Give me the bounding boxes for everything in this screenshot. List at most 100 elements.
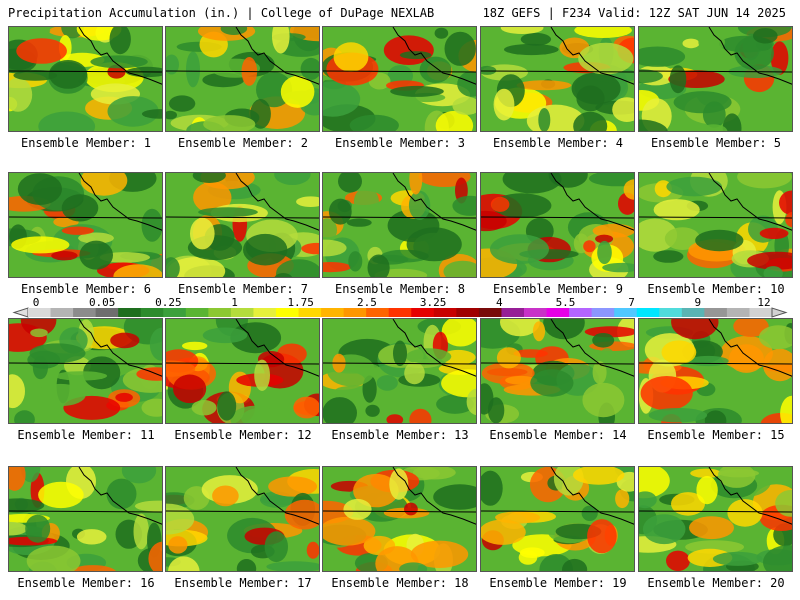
colorbar-right-arrow	[771, 307, 788, 318]
ensemble-member-map	[8, 318, 163, 424]
coastline	[235, 27, 319, 85]
colorbar-swatch	[28, 308, 52, 317]
colorbar-left-arrow	[12, 307, 29, 318]
coastline	[708, 467, 792, 525]
colorbar-tick-label: 2.5	[357, 296, 377, 309]
ensemble-member-map	[638, 26, 793, 132]
precipitation-field	[639, 319, 792, 423]
ensemble-member-map	[8, 26, 163, 132]
colorbar-swatch	[321, 308, 345, 317]
border-line	[9, 216, 162, 219]
colorbar-swatch	[388, 308, 412, 317]
ensemble-member-map	[165, 172, 320, 278]
colorbar-tick-label: 3.25	[420, 296, 447, 309]
colorbar-swatch	[95, 308, 119, 317]
ensemble-member-map	[8, 466, 163, 572]
precipitation-field	[323, 319, 476, 423]
border-line	[639, 510, 792, 513]
ensemble-member-map	[322, 466, 477, 572]
border-line	[323, 510, 476, 513]
ensemble-member-label: Ensemble Member: 18	[331, 576, 469, 590]
colorbar-swatch	[749, 308, 773, 317]
ensemble-member-label: Ensemble Member: 7	[177, 282, 309, 296]
border-line	[166, 510, 319, 513]
coastline	[708, 173, 792, 231]
ensemble-member-map	[638, 172, 793, 278]
precipitation-field	[323, 27, 476, 131]
ensemble-member-label: Ensemble Member: 20	[647, 576, 785, 590]
ensemble-member-label: Ensemble Member: 14	[489, 428, 627, 442]
colorbar-swatch	[591, 308, 615, 317]
colorbar-swatch	[366, 308, 390, 317]
ensemble-member-label: Ensemble Member: 15	[647, 428, 785, 442]
precipitation-field	[323, 173, 476, 277]
colorbar-swatch	[140, 308, 164, 317]
ensemble-member-label: Ensemble Member: 1	[20, 136, 152, 150]
ensemble-member-label: Ensemble Member: 4	[492, 136, 624, 150]
ensemble-member-label: Ensemble Member: 16	[17, 576, 155, 590]
colorbar-swatch	[704, 308, 728, 317]
coastline	[550, 467, 634, 525]
coastline	[78, 27, 162, 85]
ensemble-member-map	[8, 172, 163, 278]
border-line	[9, 362, 162, 365]
colorbar-swatch	[230, 308, 254, 317]
colorbar-swatch	[185, 308, 209, 317]
border-line	[166, 216, 319, 219]
ensemble-member-map	[165, 466, 320, 572]
colorbar-swatch	[501, 308, 525, 317]
ensemble-member-map	[638, 466, 793, 572]
border-line	[639, 362, 792, 365]
precipitation-field	[639, 27, 792, 131]
coastline	[235, 173, 319, 231]
colorbar-swatch	[50, 308, 74, 317]
coastline	[392, 173, 476, 231]
coastline	[235, 467, 319, 525]
colorbar-swatch	[208, 308, 232, 317]
coastline	[392, 319, 476, 377]
ensemble-member-map	[165, 26, 320, 132]
border-line	[323, 70, 476, 73]
coastline	[550, 173, 634, 231]
border-line	[639, 70, 792, 73]
border-line	[481, 362, 634, 365]
coastline	[708, 27, 792, 85]
colorbar-tick-label: 4	[496, 296, 503, 309]
colorbar-swatch	[569, 308, 593, 317]
ensemble-member-label: Ensemble Member: 19	[489, 576, 627, 590]
border-line	[481, 70, 634, 73]
ensemble-member-map	[480, 318, 635, 424]
colorbar-swatch	[546, 308, 570, 317]
precipitation-field	[166, 467, 319, 571]
coastline	[550, 319, 634, 377]
colorbar-swatch	[343, 308, 367, 317]
ensemble-member-map	[480, 466, 635, 572]
model-run-valid-time: 18Z GEFS | F234 Valid: 12Z SAT JUN 14 20…	[482, 6, 786, 20]
precipitation-field	[9, 27, 162, 131]
colorbar-tick-label: 7	[628, 296, 635, 309]
precipitation-field	[323, 467, 476, 571]
border-line	[481, 510, 634, 513]
coastline	[550, 27, 634, 85]
colorbar-tick-label: 1.75	[287, 296, 314, 309]
coastline	[392, 467, 476, 525]
coastline	[78, 173, 162, 231]
coastline	[392, 27, 476, 85]
colorbar-swatch	[726, 308, 750, 317]
precipitation-field	[481, 173, 634, 277]
colorbar-swatch	[614, 308, 638, 317]
ensemble-member-map	[322, 26, 477, 132]
colorbar-swatch	[298, 308, 322, 317]
precipitation-field	[166, 27, 319, 131]
colorbar-swatch	[118, 308, 142, 317]
ensemble-member-label: Ensemble Member: 17	[174, 576, 312, 590]
precipitation-field	[639, 467, 792, 571]
precipitation-field	[166, 319, 319, 423]
border-line	[323, 216, 476, 219]
border-line	[481, 216, 634, 219]
colorbar-swatch	[163, 308, 187, 317]
colorbar-swatch	[456, 308, 480, 317]
colorbar-tick-label: 9	[694, 296, 701, 309]
border-line	[9, 510, 162, 513]
precipitation-field	[481, 27, 634, 131]
